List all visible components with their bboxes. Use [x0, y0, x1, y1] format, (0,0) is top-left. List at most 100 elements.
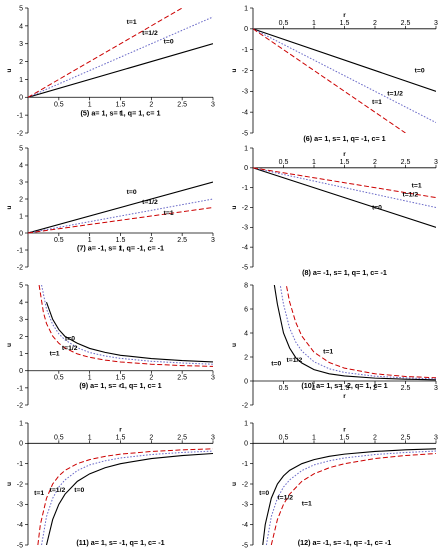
x-tick-label: 3: [434, 20, 438, 27]
y-tick-label: 3: [19, 41, 23, 48]
y-tick-label: 1: [19, 213, 23, 220]
x-tick-label: 2: [149, 375, 153, 382]
x-tick-label: 0.5: [54, 434, 64, 441]
x-tick-label: 2.5: [177, 375, 187, 382]
y-tick-label: 0: [19, 230, 23, 237]
x-tick-label: 3: [211, 237, 215, 244]
x-tick-label: 1.5: [116, 375, 126, 382]
y-tick-label: 0: [19, 441, 23, 448]
y-tick-label: -1: [17, 461, 23, 468]
x-axis-label: r: [343, 426, 346, 433]
series-annotation: t=1/2: [387, 91, 403, 98]
series-line-t-1: [270, 453, 436, 545]
series-annotation: t=1/2: [277, 494, 293, 501]
chart-panel-3: -2 -1 0 1 2 3 4 5 0.5 1 1.5 2 2.5 3 r u t=0 t=1/2 t=1 (7) a…: [6, 145, 215, 271]
x-tick-label: 1.5: [116, 101, 126, 108]
panel-caption: (5) a= 1, s= 1, q= 1, c= 1: [81, 109, 161, 118]
y-tick-label: -1: [17, 385, 23, 392]
x-tick-label: 1: [88, 101, 92, 108]
y-axis-label: u: [6, 343, 13, 347]
chart-panel-5: -2 -1 0 1 2 3 4 5 0.5 1 1.5 2 2.5 3 r u t=0 t=1/2t=1 (9) a…: [6, 282, 215, 409]
series-line-t-1-2: [253, 167, 436, 208]
y-tick-label: 5: [19, 145, 23, 152]
x-tick-label: 3: [434, 385, 438, 392]
panel-caption: (7) a= -1, s= 1, q= -1, c= -1: [77, 243, 164, 252]
x-tick-label: 2.5: [401, 20, 411, 27]
series-annotation: t=1: [34, 490, 44, 497]
series-annotation: t=0: [65, 336, 75, 343]
x-tick-label: 1.5: [340, 434, 350, 441]
panel-caption: (6) a= 1, s= 1, q= -1, c= 1: [303, 134, 385, 143]
x-tick-label: 3: [434, 159, 438, 166]
y-tick-label: 5: [19, 5, 23, 12]
y-tick-label: 8: [244, 282, 248, 289]
series-line-t-1-2: [279, 286, 436, 380]
y-tick-label: 3: [19, 317, 23, 324]
x-tick-label: 3: [211, 375, 215, 382]
y-tick-label: -3: [17, 502, 23, 509]
y-tick-label: 2: [19, 196, 23, 203]
y-axis-label: u: [231, 68, 238, 72]
x-axis-label: r: [343, 151, 346, 158]
y-tick-label: 0: [244, 378, 248, 385]
x-tick-label: 1: [88, 375, 92, 382]
y-tick-label: -2: [242, 68, 248, 75]
series-line-t-1: [37, 448, 213, 545]
y-tick-label: -2: [242, 402, 248, 409]
x-tick-label: 0.5: [54, 375, 64, 382]
series-line-t-1-2: [28, 198, 213, 234]
series-line-t-0: [262, 448, 436, 545]
series-annotation: t=0: [74, 487, 84, 494]
y-tick-label: -2: [17, 402, 23, 409]
y-axis-label: u: [231, 205, 238, 209]
y-tick-label: -3: [242, 225, 248, 232]
y-tick-label: 1: [19, 420, 23, 427]
chart-panel-4: -5 -4 -3 -2 -1 0 1 0.5 1 1.5 2 2.5 3 r u t=1 t=1/2 t=0 (8)…: [231, 145, 438, 277]
panel-caption: (10) a= 1, s= -2, q= 1, c= 1: [301, 381, 387, 390]
x-tick-label: 1: [88, 237, 92, 244]
y-tick-label: -4: [17, 522, 23, 529]
y-tick-label: 3: [19, 179, 23, 186]
y-tick-label: -1: [242, 47, 248, 54]
x-tick-label: 0.5: [54, 101, 64, 108]
y-tick-label: -2: [17, 481, 23, 488]
x-tick-label: 0.5: [54, 237, 64, 244]
y-tick-label: -2: [242, 481, 248, 488]
y-tick-label: -1: [242, 461, 248, 468]
y-tick-label: -1: [17, 113, 23, 120]
x-axis-label: r: [343, 393, 346, 400]
y-tick-label: 0: [244, 441, 248, 448]
y-tick-label: 0: [19, 95, 23, 102]
series-annotation: t=1: [372, 99, 382, 106]
y-axis-label: u: [231, 343, 238, 347]
x-tick-label: 1.5: [116, 237, 126, 244]
series-annotation: t=0: [415, 68, 425, 75]
chart-panel-7: -5 -4 -3 -2 -1 0 1 0.5 1 1.5 2 2.5 3 r u t=1 t=1/2 t=0 (11…: [6, 420, 215, 549]
x-tick-label: 2: [373, 20, 377, 27]
series-annotation: t=1: [50, 350, 60, 357]
series-annotation: t=1: [412, 183, 422, 190]
y-tick-label: -4: [242, 245, 248, 252]
series-line-t-1: [253, 28, 406, 133]
series-annotation: t=0: [164, 39, 174, 46]
series-line-t-0: [28, 181, 213, 234]
x-tick-label: 1: [312, 159, 316, 166]
series-annotation: t=1/2: [287, 357, 303, 364]
x-tick-label: 2.5: [177, 237, 187, 244]
series-annotation: t=0: [127, 189, 137, 196]
x-tick-label: 1: [88, 434, 92, 441]
series-annotation: t=0: [271, 360, 281, 367]
x-tick-label: 2.5: [177, 434, 187, 441]
x-tick-label: 1: [312, 20, 316, 27]
series-annotation: t=1: [164, 210, 174, 217]
series-annotation: t=1/2: [142, 30, 158, 37]
x-tick-label: 2: [373, 385, 377, 392]
chart-panel-1: -2 -1 0 1 2 3 4 5 0.5 1 1.5 2 2.5 3 r u t=1 t=1/2 t=0 (5) a…: [6, 5, 215, 137]
x-tick-label: 2.5: [177, 101, 187, 108]
x-axis-label: r: [119, 383, 122, 390]
x-tick-label: 3: [434, 434, 438, 441]
series-line-t-0: [45, 301, 213, 363]
y-tick-label: -3: [242, 89, 248, 96]
x-tick-label: 0.5: [279, 434, 289, 441]
